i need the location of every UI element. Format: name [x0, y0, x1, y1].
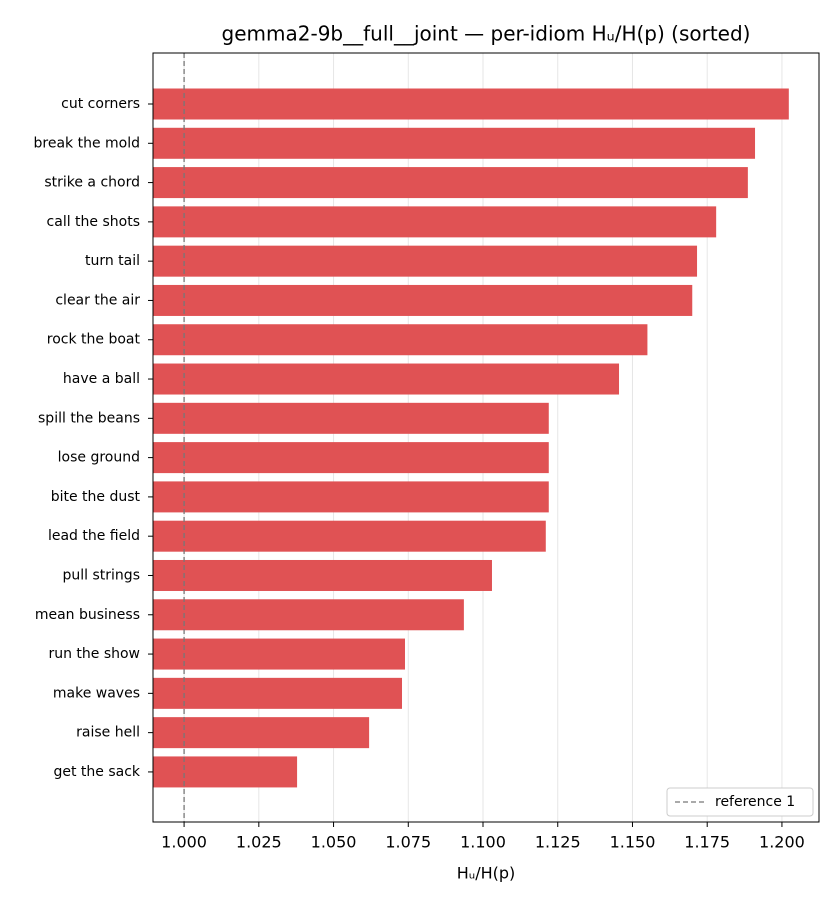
bar [153, 559, 492, 591]
y-tick-label: spill the beans [38, 410, 140, 426]
x-tick-label: 1.025 [236, 833, 282, 852]
y-tick-label: call the shots [47, 214, 140, 230]
y-tick-label: have a ball [63, 371, 140, 387]
y-tick-label: rock the boat [47, 332, 141, 348]
bar [153, 717, 370, 749]
bar [153, 284, 693, 316]
bar [153, 638, 405, 670]
bar [153, 324, 648, 356]
plot-frame [152, 52, 820, 823]
x-tick-label: 1.050 [311, 833, 357, 852]
bar [153, 520, 546, 552]
bar [153, 363, 620, 395]
bar [153, 167, 748, 199]
bar [153, 756, 298, 788]
x-tick-label: 1.100 [460, 833, 506, 852]
chart-title: gemma2-9b__full__joint — per-idiom Hᵤ/H(… [222, 22, 751, 46]
x-tick-label: 1.200 [759, 833, 805, 852]
y-tick-label: clear the air [55, 292, 140, 308]
bar [153, 599, 464, 631]
y-tick-label: mean business [35, 607, 140, 623]
bar [153, 481, 549, 513]
y-tick-label: get the sack [53, 764, 140, 780]
x-tick-label: 1.150 [610, 833, 656, 852]
x-axis-label: Hᵤ/H(p) [457, 864, 516, 883]
legend-box [666, 787, 814, 817]
legend: reference 1 [666, 787, 814, 817]
y-tick-label: lead the field [48, 528, 140, 544]
y-tick-label: raise hell [76, 725, 140, 741]
y-tick-label: lose ground [58, 450, 140, 466]
bar [153, 206, 717, 238]
y-tick-label: cut corners [61, 96, 140, 112]
bar [153, 442, 549, 474]
bar [153, 245, 698, 277]
bar [153, 402, 549, 434]
y-tick-label: make waves [53, 685, 140, 701]
x-tick-label: 1.175 [684, 833, 730, 852]
y-tick-label: break the mold [34, 135, 141, 151]
y-tick-label: pull strings [63, 567, 140, 583]
x-tick-label: 1.125 [535, 833, 581, 852]
y-tick-label: turn tail [85, 253, 140, 269]
x-tick-label: 1.075 [385, 833, 431, 852]
legend-label: reference 1 [715, 794, 795, 810]
bar [153, 88, 789, 120]
x-tick-label: 1.000 [161, 833, 207, 852]
y-tick-label: run the show [48, 646, 140, 662]
y-tick-label: strike a chord [44, 175, 140, 191]
bar [153, 677, 403, 709]
y-tick-label: bite the dust [51, 489, 141, 505]
bar [153, 127, 756, 159]
